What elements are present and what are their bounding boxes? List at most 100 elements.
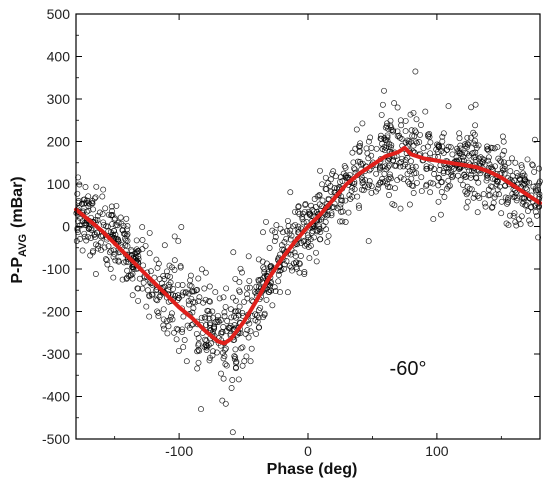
scatter-point (408, 158, 414, 165)
scatter-point (389, 200, 396, 207)
scatter-point (409, 164, 416, 171)
scatter-point (115, 238, 122, 245)
scatter-point (445, 103, 452, 110)
scatter-point (155, 309, 162, 316)
scatter-point (512, 159, 519, 166)
scatter-point (280, 229, 286, 236)
scatter-point (265, 289, 272, 296)
scatter-point (406, 168, 413, 175)
scatter-point (206, 357, 213, 364)
scatter-point (524, 186, 531, 193)
scatter-point (316, 191, 323, 198)
scatter-point (472, 101, 479, 108)
scatter-point (246, 320, 253, 327)
scatter-point (410, 190, 417, 196)
scatter-point (198, 406, 204, 413)
scatter-point (416, 139, 423, 146)
scatter-point (349, 193, 356, 200)
scatter-point (444, 169, 451, 175)
scatter-point (229, 377, 236, 383)
scatter-point (410, 109, 417, 116)
scatter-point (123, 215, 130, 222)
scatter-point (295, 226, 302, 233)
scatter-point (313, 258, 320, 265)
scatter-point (239, 362, 246, 369)
scatter-point (247, 284, 253, 291)
x-tick-label: 0 (304, 443, 312, 459)
scatter-point (351, 186, 358, 193)
scatter-point (109, 211, 116, 218)
scatter-point (405, 140, 412, 147)
scatter-point (409, 166, 416, 173)
scatter-point (524, 179, 531, 186)
scatter-point (231, 356, 238, 363)
scatter-point (296, 260, 303, 267)
scatter-point (263, 218, 269, 225)
scatter-point (257, 304, 264, 311)
scatter-point (203, 347, 210, 353)
scatter-point (174, 281, 181, 288)
scatter-point (92, 231, 98, 238)
scatter-point (163, 268, 170, 275)
scatter-point (144, 287, 151, 294)
scatter-point (109, 208, 115, 215)
scatter-point (117, 214, 124, 221)
scatter-point (464, 198, 471, 205)
scatter-point (221, 346, 228, 353)
scatter-point (372, 188, 379, 195)
phase-annotation: -60° (390, 358, 427, 380)
scatter-point (347, 195, 354, 202)
scatter-point (388, 124, 395, 131)
scatter-point (404, 154, 411, 161)
scatter-point (124, 231, 131, 238)
scatter-point (394, 177, 401, 184)
scatter-point (391, 100, 398, 107)
scatter-point (464, 134, 471, 141)
scatter-point (468, 186, 475, 193)
scatter-point (493, 177, 500, 184)
scatter-point (342, 174, 349, 181)
scatter-point (108, 247, 115, 254)
scatter-point (491, 194, 498, 201)
scatter-point (488, 164, 495, 171)
scatter-point (531, 168, 538, 175)
scatter-point (454, 145, 460, 152)
scatter-point (418, 174, 425, 181)
scatter-point (133, 237, 140, 244)
scatter-point (124, 223, 131, 230)
scatter-point (438, 189, 445, 195)
scatter-point (486, 161, 493, 168)
scatter-point (413, 179, 420, 186)
scatter-point (99, 193, 106, 200)
scatter-point (373, 145, 380, 152)
scatter-point (345, 209, 352, 216)
scatter-point (353, 126, 360, 133)
scatter-point (323, 212, 330, 219)
scatter-point (480, 191, 487, 198)
scatter-point (209, 314, 216, 321)
scatter-point (146, 313, 153, 320)
scatter-point (330, 168, 337, 175)
scatter-point (118, 220, 125, 227)
scatter-point (253, 330, 260, 337)
scatter-point (346, 171, 353, 178)
scatter-point (73, 238, 80, 244)
scatter-point (440, 170, 447, 176)
scatter-point (74, 227, 81, 233)
scatter-point (518, 162, 525, 169)
scatter-point (430, 180, 436, 187)
scatter-point (228, 306, 234, 313)
scatter-point (464, 144, 471, 151)
scatter-point (74, 225, 81, 232)
scatter-point (284, 217, 291, 224)
scatter-point (237, 265, 244, 272)
scatter-point (241, 298, 248, 305)
scatter-point (129, 275, 136, 282)
scatter-point (402, 128, 409, 135)
scatter-point (231, 313, 237, 320)
scatter-point (323, 226, 330, 233)
scatter-point (339, 197, 346, 204)
scatter-point (337, 204, 344, 211)
scatter-point (470, 140, 477, 147)
scatter-point (85, 233, 91, 240)
